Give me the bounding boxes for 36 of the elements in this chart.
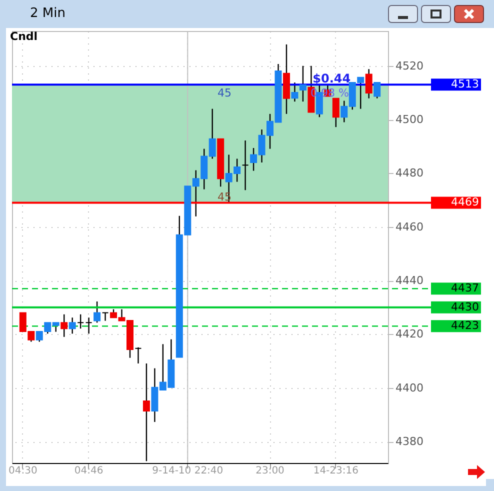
candlestick [332, 98, 340, 128]
ref-line-label: 4423 [451, 319, 479, 332]
annotation: 0.98 % [310, 86, 349, 100]
candlestick [102, 312, 109, 322]
x-tick-label: 04:46 [74, 466, 104, 476]
y-tick-label: 4480 [396, 166, 424, 180]
candlestick [142, 362, 150, 462]
x-tick-label: 14-23:16 [313, 466, 358, 476]
x-tick-label: 04:30 [8, 466, 38, 476]
ref-line-label: 4469 [451, 196, 479, 209]
annotation: Cndl [10, 30, 38, 43]
y-tick-label: 4380 [396, 435, 424, 448]
candlestick [94, 300, 101, 324]
y-tick-label: 4400 [396, 381, 424, 394]
x-tick-label: 23:00 [256, 466, 284, 476]
y-tick-label: 4440 [396, 274, 424, 288]
y-tick-label: 4520 [396, 59, 424, 72]
ref-line-label: 4437 [451, 282, 479, 295]
annotation: $0.44 [312, 72, 351, 86]
candlestick [134, 346, 142, 364]
candlestick [365, 68, 372, 99]
y-tick-label: 4420 [396, 328, 424, 341]
annotation: 45 [217, 86, 232, 100]
chart-title: 2 Min [30, 6, 66, 21]
ref-line-label: 4430 [451, 300, 479, 314]
candlestick [299, 65, 306, 102]
candlestick [374, 82, 381, 99]
y-tick-label: 4500 [396, 113, 424, 126]
candlestick [242, 140, 249, 191]
ref-line-label: 4513 [451, 78, 479, 91]
y-tick-label: 4460 [396, 220, 424, 234]
candlestick [85, 316, 92, 334]
candlestick [291, 82, 298, 102]
candlestick [60, 314, 68, 338]
candlestick [77, 314, 84, 330]
x-tick-label: 9-14-10 22:40 [152, 466, 224, 476]
